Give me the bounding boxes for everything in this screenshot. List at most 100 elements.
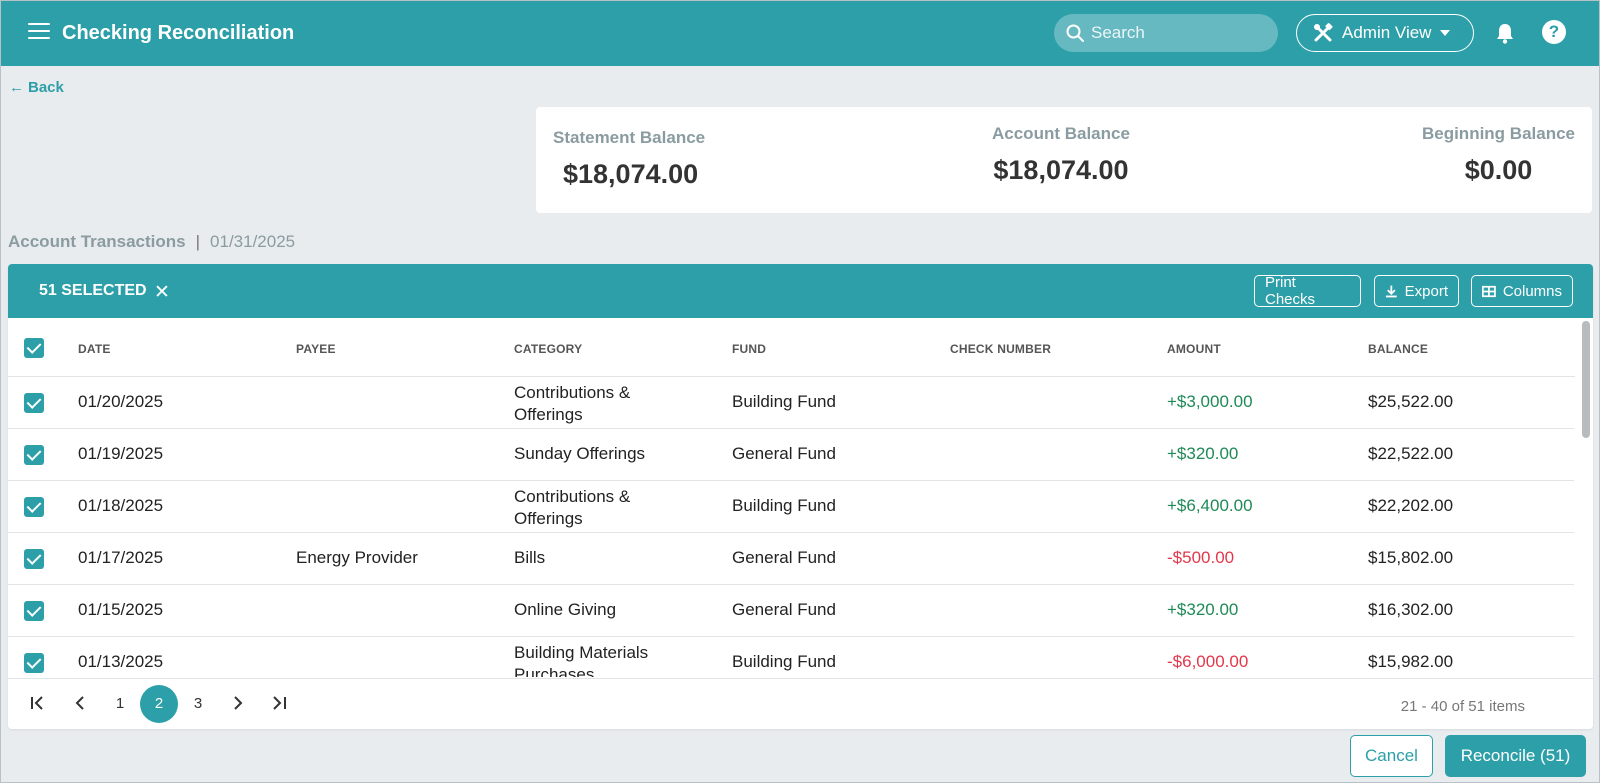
beginning-balance: Beginning Balance $0.00 (1422, 124, 1575, 186)
table-row[interactable]: 01/18/2025 Contributions & Offerings Bui… (8, 481, 1574, 533)
cell-category: Bills (514, 548, 546, 567)
back-link[interactable]: ← Back (9, 79, 64, 96)
cell-fund: Building Fund (732, 496, 836, 515)
bell-icon[interactable] (1495, 22, 1515, 44)
cell-category-line: Purchases (514, 665, 595, 677)
admin-view-dropdown[interactable]: Admin View (1296, 14, 1474, 52)
cell-category: Contributions & Offerings (514, 486, 630, 530)
cell-category: Contributions & Offerings (514, 382, 630, 426)
cell-category-line: Offerings (514, 509, 583, 528)
page-button-3[interactable]: 3 (193, 695, 203, 712)
cell-category-line: Contributions & (514, 487, 631, 506)
cell-category: Online Giving (514, 600, 617, 619)
search-box[interactable] (1054, 14, 1278, 52)
table-row[interactable]: 01/13/2025 Building Materials Purchases … (8, 637, 1574, 677)
cell-fund: General Fund (732, 600, 836, 619)
export-label: Export (1404, 282, 1448, 300)
section-date: 01/31/2025 (210, 232, 296, 251)
top-app-bar: Checking Reconciliation Admin View ? (1, 1, 1599, 66)
column-header-payee[interactable]: PAYEE (296, 342, 336, 356)
page-title: Checking Reconciliation (62, 22, 295, 44)
account-balance: Account Balance $18,074.00 (992, 124, 1130, 186)
account-balance-value: $18,074.00 (993, 155, 1129, 185)
cell-date: 01/19/2025 (78, 444, 164, 463)
first-page-icon[interactable] (30, 696, 46, 710)
cell-category-line: Building Materials (514, 643, 649, 662)
back-label: Back (28, 79, 64, 96)
section-heading: Account Transactions | 01/31/2025 (8, 232, 295, 252)
column-header-balance[interactable]: BALANCE (1368, 342, 1429, 356)
cell-payee: Energy Provider (296, 548, 418, 567)
account-balance-label: Account Balance (992, 124, 1130, 143)
row-checkbox[interactable] (24, 497, 44, 517)
grid-toolbar: 51 SELECTED ✕ Print Checks Export Column… (8, 264, 1593, 318)
cell-date: 01/18/2025 (78, 496, 164, 515)
clear-selection-icon[interactable]: ✕ (154, 282, 170, 303)
reconcile-button[interactable]: Reconcile (51) (1445, 735, 1586, 777)
next-page-icon[interactable] (233, 696, 243, 710)
cell-balance: $16,302.00 (1368, 600, 1454, 619)
cell-balance: $22,202.00 (1368, 496, 1454, 515)
cell-amount: +$3,000.00 (1167, 392, 1253, 411)
search-icon (1066, 24, 1084, 42)
page-button-2[interactable]: 2 (140, 685, 178, 723)
cell-balance: $25,522.00 (1368, 392, 1454, 411)
columns-icon (1482, 285, 1496, 297)
balances-card: Statement Balance $18,074.00 Account Bal… (536, 107, 1592, 213)
cancel-button[interactable]: Cancel (1350, 735, 1433, 777)
help-icon[interactable]: ? (1542, 20, 1566, 44)
statement-balance-value: $18,074.00 (563, 159, 699, 189)
vertical-scrollbar[interactable] (1575, 318, 1593, 678)
table-header: DATE PAYEE CATEGORY FUND CHECK NUMBER AM… (8, 318, 1593, 377)
row-checkbox[interactable] (24, 653, 44, 673)
search-input[interactable] (1091, 23, 1251, 43)
admin-view-label: Admin View (1342, 23, 1432, 42)
row-checkbox[interactable] (24, 549, 44, 569)
cell-category-line: Contributions & (514, 383, 631, 402)
statement-balance: Statement Balance $18,074.00 (553, 128, 705, 190)
cell-category-line: Offerings (514, 405, 583, 424)
scrollbar-thumb[interactable] (1582, 321, 1590, 438)
cell-amount: -$500.00 (1167, 548, 1235, 567)
table-row[interactable]: 01/17/2025 Energy Provider Bills General… (8, 533, 1574, 585)
column-header-fund[interactable]: FUND (732, 342, 767, 356)
print-checks-label: Print Checks (1265, 274, 1316, 308)
table-body: 01/20/2025 Contributions & Offerings Bui… (8, 377, 1593, 677)
cell-fund: General Fund (732, 444, 836, 463)
export-button[interactable]: Export (1374, 275, 1459, 307)
select-all-checkbox[interactable] (24, 338, 44, 358)
cell-date: 01/20/2025 (78, 392, 164, 411)
cell-balance: $15,982.00 (1368, 652, 1454, 671)
cell-fund: Building Fund (732, 652, 836, 671)
row-checkbox[interactable] (24, 445, 44, 465)
cell-amount: +$320.00 (1167, 444, 1239, 463)
column-header-date[interactable]: DATE (78, 342, 111, 356)
beginning-balance-label: Beginning Balance (1421, 124, 1575, 143)
print-checks-button[interactable]: Print Checks (1254, 274, 1361, 308)
row-checkbox[interactable] (24, 393, 44, 413)
section-separator: | (195, 232, 201, 251)
cell-amount: +$6,400.00 (1167, 496, 1253, 515)
tools-icon (1314, 23, 1333, 42)
row-checkbox[interactable] (24, 601, 44, 621)
column-header-check-number[interactable]: CHECK NUMBER (950, 342, 1052, 356)
table-row[interactable]: 01/20/2025 Contributions & Offerings Bui… (8, 377, 1574, 429)
columns-label: Columns (1502, 282, 1562, 300)
previous-page-icon[interactable] (75, 696, 85, 710)
cell-balance: $15,802.00 (1368, 548, 1454, 567)
page-button-1[interactable]: 1 (115, 695, 125, 712)
pagination-info: 21 - 40 of 51 items (1400, 698, 1525, 715)
transactions-grid: 51 SELECTED ✕ Print Checks Export Column… (8, 264, 1593, 729)
table-row[interactable]: 01/15/2025 Online Giving General Fund +$… (8, 585, 1574, 637)
column-header-amount[interactable]: AMOUNT (1167, 342, 1221, 356)
arrow-left-icon: ← (9, 79, 24, 96)
section-title: Account Transactions (8, 232, 186, 251)
selected-count: 51 SELECTED (39, 282, 147, 299)
menu-icon[interactable] (28, 23, 50, 41)
columns-button[interactable]: Columns (1471, 275, 1573, 307)
table-row[interactable]: 01/19/2025 Sunday Offerings General Fund… (8, 429, 1574, 481)
chevron-down-icon (1440, 30, 1451, 36)
column-header-category[interactable]: CATEGORY (514, 342, 583, 356)
cell-date: 01/17/2025 (78, 548, 164, 567)
last-page-icon[interactable] (272, 696, 288, 710)
